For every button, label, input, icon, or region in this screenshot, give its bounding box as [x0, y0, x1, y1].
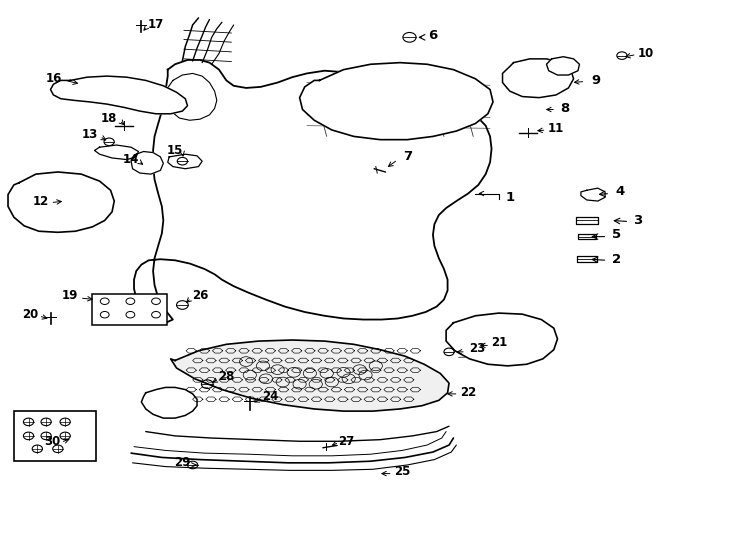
- Text: 8: 8: [560, 102, 570, 115]
- Text: 6: 6: [429, 29, 437, 42]
- Text: 30: 30: [44, 435, 60, 448]
- Text: 28: 28: [218, 370, 235, 383]
- Text: 9: 9: [591, 74, 600, 87]
- Text: 10: 10: [637, 47, 653, 60]
- Text: 21: 21: [491, 336, 507, 349]
- Text: 29: 29: [174, 456, 191, 469]
- Polygon shape: [142, 387, 197, 418]
- Text: 26: 26: [192, 289, 208, 302]
- Text: 20: 20: [22, 308, 38, 321]
- Polygon shape: [131, 152, 164, 174]
- Text: 3: 3: [633, 214, 643, 227]
- Text: 16: 16: [46, 72, 62, 85]
- Text: 22: 22: [460, 386, 476, 399]
- Text: 4: 4: [615, 185, 625, 198]
- Text: 7: 7: [403, 151, 412, 164]
- Polygon shape: [8, 172, 115, 232]
- Text: 15: 15: [167, 144, 184, 157]
- Polygon shape: [134, 60, 492, 324]
- Text: 17: 17: [148, 18, 164, 31]
- Polygon shape: [503, 59, 573, 98]
- Bar: [14, 411, 96, 461]
- Polygon shape: [168, 154, 202, 168]
- Text: 12: 12: [33, 194, 49, 207]
- Polygon shape: [51, 76, 187, 114]
- Text: 11: 11: [548, 123, 564, 136]
- Polygon shape: [171, 340, 449, 411]
- Text: 2: 2: [611, 253, 621, 266]
- Text: 5: 5: [611, 228, 621, 241]
- Bar: [92, 294, 167, 326]
- Polygon shape: [547, 57, 579, 75]
- Text: 18: 18: [101, 112, 117, 125]
- Text: 14: 14: [123, 153, 139, 166]
- Text: 13: 13: [82, 128, 98, 141]
- Text: 24: 24: [262, 390, 278, 403]
- Polygon shape: [581, 188, 605, 201]
- Polygon shape: [95, 145, 139, 160]
- Polygon shape: [299, 63, 493, 140]
- Text: 25: 25: [394, 465, 410, 478]
- Polygon shape: [446, 313, 558, 366]
- Text: 23: 23: [469, 342, 485, 355]
- Text: 19: 19: [62, 289, 79, 302]
- Text: 1: 1: [505, 191, 515, 204]
- Text: 27: 27: [338, 435, 355, 448]
